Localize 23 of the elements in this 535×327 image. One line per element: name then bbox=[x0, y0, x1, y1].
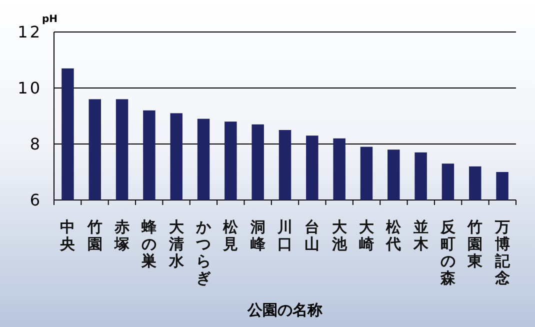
x-tick-label: 大池 bbox=[330, 218, 348, 253]
x-tick-label: かつらぎ bbox=[194, 218, 212, 287]
x-tick-label: 竹園東 bbox=[466, 218, 484, 270]
x-tick-label: 反町の森 bbox=[440, 218, 457, 287]
x-tick-label: 並木 bbox=[412, 218, 430, 253]
x-axis-title: 公園の名称 bbox=[246, 301, 324, 319]
x-tick-label: 台山 bbox=[304, 218, 320, 253]
y-axis-title: pH bbox=[42, 14, 58, 25]
y-tick-label: 8 bbox=[30, 134, 42, 154]
x-tick-label: 松見 bbox=[222, 218, 240, 253]
x-tick-label: 赤塚 bbox=[113, 218, 130, 253]
x-tick-label: 蜂の巣 bbox=[140, 218, 157, 270]
y-tick-label: 10 bbox=[18, 78, 42, 98]
x-tick-label: 竹園 bbox=[86, 218, 102, 253]
y-tick-label: 12 bbox=[18, 22, 42, 42]
x-tick-label: 大崎 bbox=[359, 218, 376, 253]
x-tick-label: 万博記念 bbox=[494, 218, 511, 287]
x-tick-label: 川口 bbox=[276, 218, 292, 253]
x-tick-label: 大清水 bbox=[168, 218, 185, 270]
y-tick-label: 6 bbox=[30, 190, 42, 210]
x-tick-label: 洞峰 bbox=[249, 218, 266, 253]
x-tick-label: 中央 bbox=[59, 218, 76, 253]
x-tick-label: 松代 bbox=[385, 218, 402, 253]
